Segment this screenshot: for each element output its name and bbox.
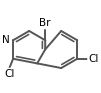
Text: N: N	[2, 35, 10, 45]
Text: Cl: Cl	[4, 69, 14, 79]
Text: Cl: Cl	[88, 54, 99, 64]
Text: Br: Br	[39, 18, 51, 28]
